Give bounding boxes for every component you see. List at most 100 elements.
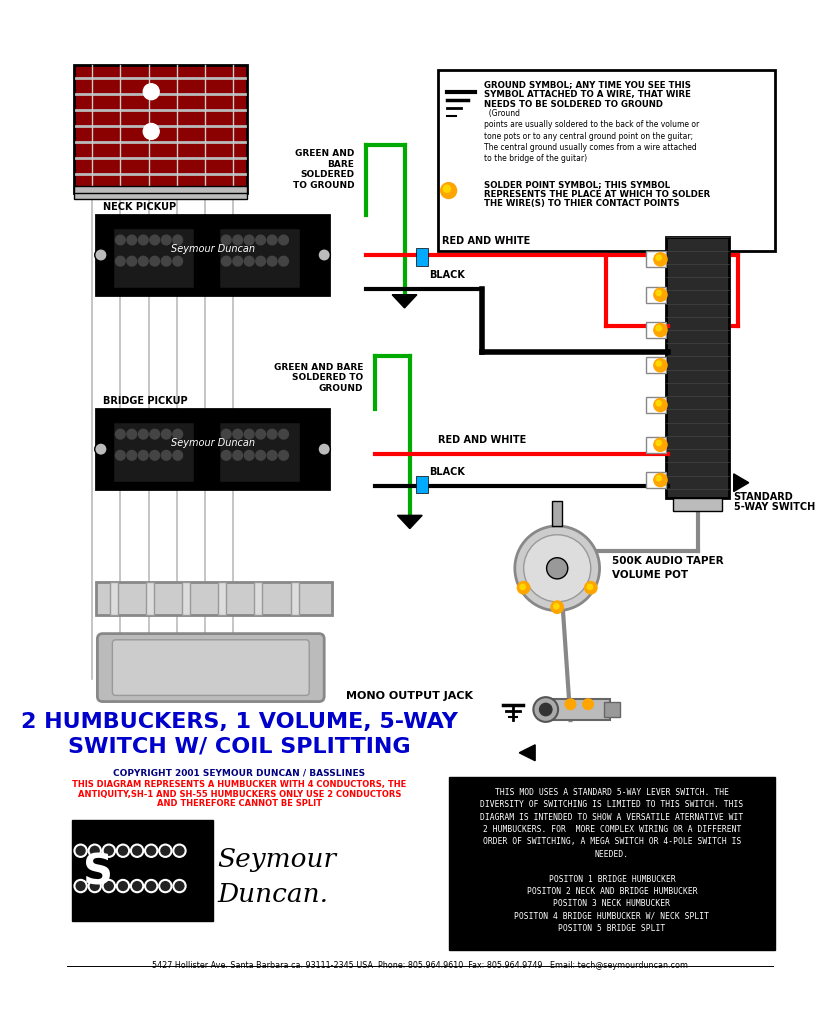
Bar	[673, 497, 722, 511]
Circle shape	[318, 249, 330, 261]
Text: BLACK: BLACK	[429, 269, 465, 280]
Circle shape	[267, 256, 277, 266]
FancyBboxPatch shape	[97, 634, 324, 701]
Circle shape	[150, 235, 160, 244]
Bar	[646, 472, 666, 488]
Text: 2 HUMBUCKERS, 1 VOLUME, 5-WAY: 2 HUMBUCKERS, 1 VOLUME, 5-WAY	[21, 712, 458, 731]
Text: (Ground
points are usually soldered to the back of the volume or
tone pots or to: (Ground points are usually soldered to t…	[484, 110, 699, 163]
Text: SYMBOL ATTACHED TO A WIRE, THAT WIRE: SYMBOL ATTACHED TO A WIRE, THAT WIRE	[484, 90, 690, 99]
Circle shape	[145, 880, 157, 892]
Circle shape	[143, 123, 159, 140]
Circle shape	[117, 880, 129, 892]
Text: BLACK: BLACK	[429, 467, 465, 478]
Circle shape	[443, 185, 450, 193]
Text: GREEN AND BARE: GREEN AND BARE	[274, 363, 363, 372]
Text: DIVERSITY OF SWITCHING IS LIMITED TO THIS SWITCH. THIS: DIVERSITY OF SWITCHING IS LIMITED TO THI…	[480, 801, 744, 809]
Circle shape	[654, 438, 667, 452]
Circle shape	[523, 535, 590, 602]
Circle shape	[174, 880, 186, 892]
Circle shape	[138, 256, 148, 266]
Text: 5427 Hollister Ave. Santa Barbara ca. 93111-2345 USA  Phone: 805.964.9610  Fax: : 5427 Hollister Ave. Santa Barbara ca. 93…	[152, 960, 687, 970]
Circle shape	[95, 443, 107, 456]
Circle shape	[131, 880, 143, 892]
Circle shape	[173, 429, 183, 439]
Bar	[113, 228, 194, 288]
Bar	[219, 422, 301, 482]
Circle shape	[256, 429, 265, 439]
Text: RED AND WHITE: RED AND WHITE	[442, 236, 531, 247]
Circle shape	[221, 451, 231, 460]
Circle shape	[115, 235, 125, 244]
Circle shape	[221, 235, 231, 244]
Bar	[552, 501, 563, 526]
Circle shape	[102, 844, 115, 857]
Circle shape	[161, 451, 171, 460]
Circle shape	[150, 256, 160, 266]
Text: THIS DIAGRAM REPRESENTS A HUMBUCKER WITH 4 CONDUCTORS, THE: THIS DIAGRAM REPRESENTS A HUMBUCKER WITH…	[72, 780, 406, 789]
Text: SOLDERED TO: SOLDERED TO	[292, 373, 363, 382]
Text: TO GROUND: TO GROUND	[292, 181, 354, 190]
Circle shape	[75, 880, 87, 892]
Circle shape	[256, 235, 265, 244]
Bar	[72, 819, 213, 921]
Bar	[96, 409, 329, 489]
Circle shape	[233, 451, 242, 460]
Text: REPRESENTS THE PLACE AT WHICH TO SOLDER: REPRESENTS THE PLACE AT WHICH TO SOLDER	[484, 190, 710, 199]
Circle shape	[127, 256, 137, 266]
Bar	[255, 581, 262, 615]
Polygon shape	[392, 294, 417, 308]
Circle shape	[533, 697, 558, 722]
Text: SOLDER POINT SYMBOL; THIS SYMBOL: SOLDER POINT SYMBOL; THIS SYMBOL	[484, 180, 670, 189]
Circle shape	[546, 557, 568, 579]
Bar	[416, 476, 428, 493]
Text: MONO OUTPUT JACK: MONO OUTPUT JACK	[346, 691, 473, 701]
Circle shape	[554, 604, 559, 609]
Bar	[416, 248, 428, 265]
Text: 500K AUDIO TAPER: 500K AUDIO TAPER	[612, 556, 723, 567]
Text: POSITON 5 BRIDGE SPLIT: POSITON 5 BRIDGE SPLIT	[559, 924, 666, 933]
Text: STANDARD: STANDARD	[734, 491, 794, 501]
Circle shape	[518, 581, 530, 594]
Bar	[646, 322, 666, 338]
Circle shape	[654, 358, 667, 372]
Circle shape	[515, 526, 600, 610]
Circle shape	[278, 451, 288, 460]
Text: BRIDGE PICKUP: BRIDGE PICKUP	[102, 396, 188, 406]
Text: RED AND WHITE: RED AND WHITE	[438, 435, 527, 444]
Text: POSITON 3 NECK HUMBUCKER: POSITON 3 NECK HUMBUCKER	[554, 899, 671, 909]
Text: VOLUME POT: VOLUME POT	[612, 571, 688, 580]
Circle shape	[656, 401, 662, 406]
Text: NECK PICKUP: NECK PICKUP	[102, 202, 176, 211]
Circle shape	[583, 699, 594, 710]
Circle shape	[115, 256, 125, 266]
Circle shape	[115, 451, 125, 460]
Circle shape	[102, 880, 115, 892]
Circle shape	[233, 429, 242, 439]
Circle shape	[161, 429, 171, 439]
Circle shape	[221, 256, 231, 266]
Circle shape	[278, 235, 288, 244]
Circle shape	[150, 451, 160, 460]
Circle shape	[161, 256, 171, 266]
Circle shape	[131, 844, 143, 857]
Text: NEEDED.: NEEDED.	[595, 850, 629, 859]
Bar	[219, 581, 226, 615]
Bar	[146, 581, 154, 615]
Circle shape	[540, 703, 552, 716]
Text: NEEDS TO BE SOLDERED TO GROUND: NEEDS TO BE SOLDERED TO GROUND	[484, 99, 663, 109]
Circle shape	[267, 451, 277, 460]
Bar	[219, 228, 301, 288]
Circle shape	[143, 84, 159, 99]
Bar	[449, 777, 776, 950]
Bar	[604, 701, 620, 718]
Circle shape	[159, 844, 171, 857]
Bar	[291, 581, 299, 615]
Circle shape	[75, 844, 87, 857]
Circle shape	[565, 699, 576, 710]
Text: Seymour: Seymour	[217, 847, 337, 872]
Circle shape	[267, 235, 277, 244]
Bar	[438, 69, 776, 251]
Circle shape	[127, 235, 137, 244]
Circle shape	[173, 256, 183, 266]
Bar	[549, 699, 610, 720]
